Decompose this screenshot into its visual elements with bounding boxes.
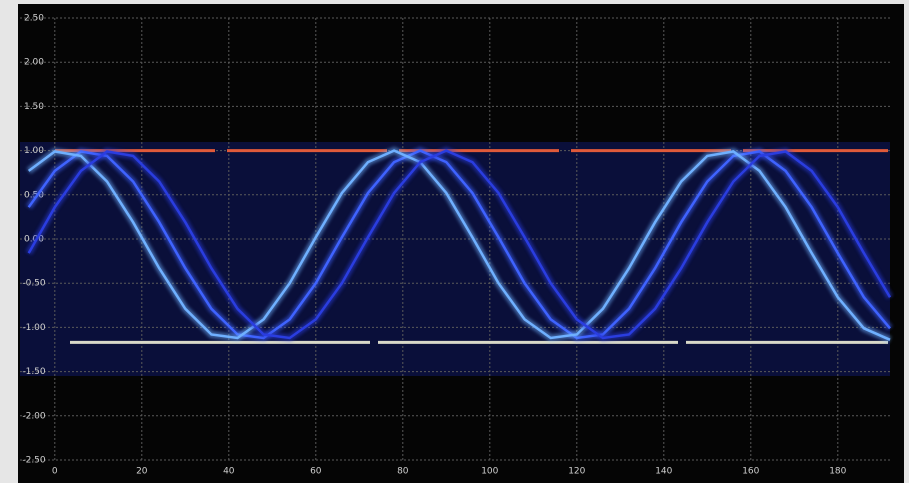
y-tick-label: -0.50 (22, 279, 46, 289)
y-tick-label: -2.50 (22, 456, 46, 466)
y-tick-label: -1.00 (22, 323, 46, 333)
x-tick-label: 100 (481, 467, 498, 477)
y-tick-label: 2.50 (24, 14, 44, 24)
x-tick-label: 180 (829, 467, 846, 477)
x-tick-label: 0 (52, 467, 58, 477)
x-tick-label: 160 (742, 467, 759, 477)
x-tick-label: 60 (310, 467, 322, 477)
chart: 2.502.001.501.000.500.00-0.50-1.00-1.50-… (0, 0, 909, 483)
y-tick-label: 1.50 (24, 102, 44, 112)
y-tick-label: -2.00 (22, 411, 46, 421)
y-tick-label: 2.00 (24, 58, 44, 68)
x-tick-label: 140 (655, 467, 672, 477)
x-tick-label: 120 (568, 467, 585, 477)
x-tick-label: 20 (136, 467, 148, 477)
x-tick-label: 80 (397, 467, 409, 477)
y-tick-label: 1.00 (24, 146, 44, 156)
y-tick-label: -1.50 (22, 367, 46, 377)
x-tick-label: 40 (223, 467, 235, 477)
